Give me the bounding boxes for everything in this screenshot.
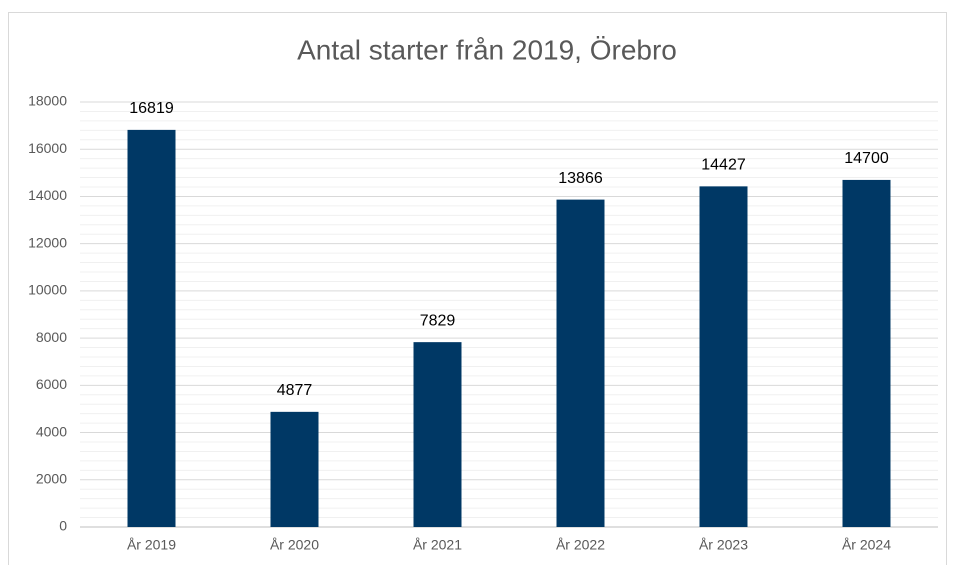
bar	[699, 186, 748, 528]
x-tick-label: År 2022	[556, 537, 605, 553]
x-tick-label: År 2019	[127, 537, 176, 553]
chart-title: Antal starter från 2019, Örebro	[297, 34, 677, 65]
y-tick-label: 16000	[28, 140, 67, 156]
y-tick-label: 14000	[28, 187, 67, 203]
bar	[556, 199, 605, 527]
value-label: 14700	[844, 150, 889, 167]
bar	[842, 179, 891, 527]
bar	[127, 129, 176, 528]
value-label: 7829	[420, 312, 456, 329]
y-tick-label: 8000	[36, 329, 67, 345]
x-tick-label: År 2021	[413, 537, 462, 553]
value-label: 14427	[701, 157, 746, 174]
y-tick-label: 0	[59, 518, 67, 534]
x-tick-label: År 2024	[842, 537, 891, 553]
y-tick-label: 18000	[28, 93, 67, 109]
value-label: 4877	[277, 382, 313, 399]
bar	[270, 411, 319, 527]
y-tick-label: 2000	[36, 470, 67, 486]
value-label: 13866	[558, 170, 603, 187]
y-tick-label: 6000	[36, 376, 67, 392]
x-tick-label: År 2020	[270, 537, 319, 553]
x-tick-label: År 2023	[699, 537, 748, 553]
bar	[413, 342, 462, 527]
y-tick-label: 12000	[28, 234, 67, 250]
y-tick-label: 4000	[36, 423, 67, 439]
value-label: 16819	[129, 100, 174, 117]
y-tick-label: 10000	[28, 282, 67, 298]
